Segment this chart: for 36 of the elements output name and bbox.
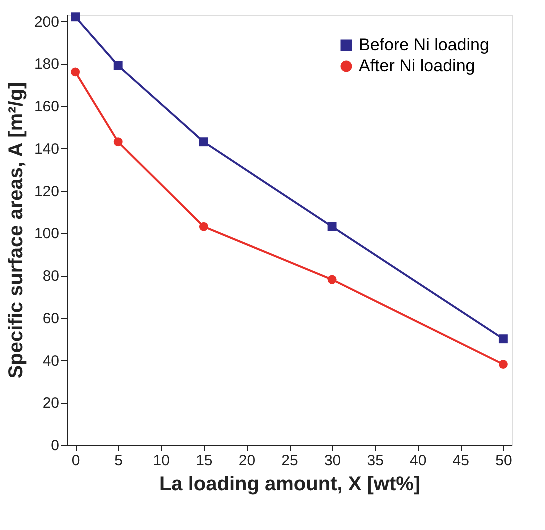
x-axis-title: La loading amount, X [wt%] — [159, 474, 421, 496]
x-tick-label: 25 — [282, 452, 298, 470]
y-tick-label: 100 — [34, 226, 60, 243]
y-axis-title: Specific surface areas, A [m²/g] — [5, 82, 28, 379]
point — [328, 275, 337, 284]
y-tick-label: 120 — [34, 183, 60, 200]
y-tick-label: 140 — [34, 140, 60, 158]
point — [498, 334, 508, 344]
y-tick-label: 20 — [42, 395, 60, 412]
y-tick-label: 200 — [34, 14, 60, 31]
point — [199, 222, 208, 232]
legend-label: Before Ni loading — [359, 36, 490, 54]
y-tick-label: 60 — [42, 310, 60, 328]
x-tick-label: 10 — [153, 452, 170, 470]
y-tick-label: 0 — [51, 438, 60, 454]
y-tick-label: 80 — [42, 268, 60, 286]
x-tick-label: 35 — [367, 452, 384, 470]
legend-label: After Ni loading — [359, 56, 476, 76]
x-tick-label: 50 — [496, 452, 512, 470]
point — [328, 222, 337, 232]
point — [114, 61, 123, 70]
y-tick-label: 180 — [34, 56, 60, 74]
point — [71, 12, 80, 22]
y-tick-label: 160 — [34, 98, 60, 116]
point — [114, 138, 123, 147]
y-tick-label: 40 — [42, 352, 60, 370]
x-tick-label: 0 — [72, 452, 80, 470]
point — [199, 138, 208, 147]
x-tick-label: 30 — [324, 452, 342, 470]
point — [498, 360, 508, 369]
x-tick-label: 45 — [452, 452, 470, 470]
x-tick-label: 5 — [114, 452, 124, 470]
point — [71, 68, 80, 77]
x-tick-label: 15 — [196, 452, 213, 470]
x-tick-label: 40 — [410, 452, 427, 470]
x-tick-label: 20 — [238, 452, 256, 470]
